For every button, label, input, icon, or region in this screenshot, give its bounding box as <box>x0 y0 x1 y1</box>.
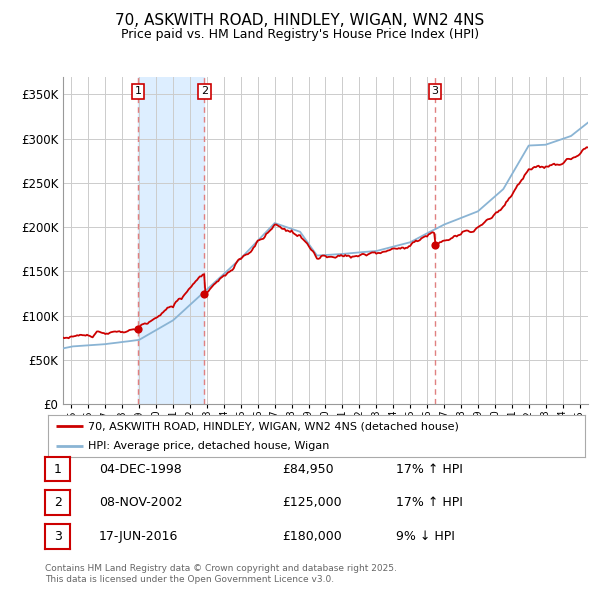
Text: £180,000: £180,000 <box>282 530 342 543</box>
Text: £84,950: £84,950 <box>282 463 334 476</box>
Text: This data is licensed under the Open Government Licence v3.0.: This data is licensed under the Open Gov… <box>45 575 334 584</box>
Text: 17% ↑ HPI: 17% ↑ HPI <box>396 463 463 476</box>
Text: 2: 2 <box>53 496 62 509</box>
Text: 04-DEC-1998: 04-DEC-1998 <box>99 463 182 476</box>
Text: 3: 3 <box>53 530 62 543</box>
Text: 9% ↓ HPI: 9% ↓ HPI <box>396 530 455 543</box>
Text: £125,000: £125,000 <box>282 496 341 509</box>
Text: 1: 1 <box>53 463 62 476</box>
Point <box>133 324 143 334</box>
Bar <box>138 77 205 404</box>
Text: 70, ASKWITH ROAD, HINDLEY, WIGAN, WN2 4NS: 70, ASKWITH ROAD, HINDLEY, WIGAN, WN2 4N… <box>115 13 485 28</box>
Text: Price paid vs. HM Land Registry's House Price Index (HPI): Price paid vs. HM Land Registry's House … <box>121 28 479 41</box>
Text: 17% ↑ HPI: 17% ↑ HPI <box>396 496 463 509</box>
Text: 2: 2 <box>201 87 208 96</box>
Point <box>430 240 440 250</box>
Text: HPI: Average price, detached house, Wigan: HPI: Average price, detached house, Wiga… <box>88 441 329 451</box>
Text: 17-JUN-2016: 17-JUN-2016 <box>99 530 178 543</box>
Text: Contains HM Land Registry data © Crown copyright and database right 2025.: Contains HM Land Registry data © Crown c… <box>45 565 397 573</box>
Text: 08-NOV-2002: 08-NOV-2002 <box>99 496 182 509</box>
Text: 70, ASKWITH ROAD, HINDLEY, WIGAN, WN2 4NS (detached house): 70, ASKWITH ROAD, HINDLEY, WIGAN, WN2 4N… <box>88 421 459 431</box>
Point <box>200 289 209 298</box>
Text: 3: 3 <box>431 87 439 96</box>
Text: 1: 1 <box>134 87 142 96</box>
